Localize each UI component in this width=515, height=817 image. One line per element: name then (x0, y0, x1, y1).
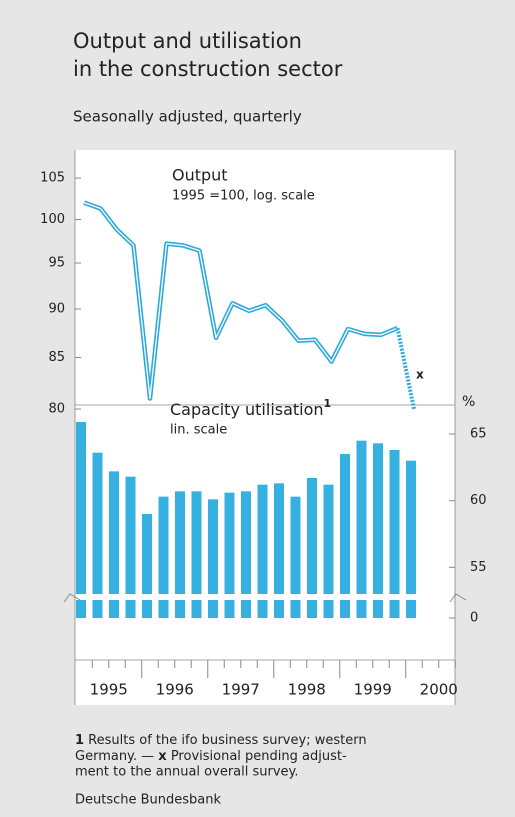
bar-base (125, 600, 136, 618)
bar (241, 491, 251, 594)
footnote: 1 Results of the ifo business survey; we… (75, 733, 367, 748)
y-tick-label: 100 (40, 212, 65, 227)
bar (125, 476, 136, 594)
y-tick-label: 65 (470, 427, 487, 442)
bar-base (241, 600, 251, 618)
bar-base (290, 600, 301, 618)
bar-base (191, 600, 202, 618)
annotation: Capacity utilisation1 (170, 397, 331, 419)
bar-base (274, 600, 284, 618)
y-tick-label: 90 (48, 301, 65, 316)
bar-base (76, 600, 86, 618)
y-tick-label: 60 (470, 493, 487, 508)
bar (224, 492, 235, 594)
axis-break (449, 593, 467, 603)
x-tick-label: 1997 (222, 681, 260, 699)
y-tick-label: 0 (470, 611, 478, 626)
y-tick-label: 55 (470, 560, 487, 575)
x-tick-label: 1999 (354, 681, 392, 699)
x-tick-label: 1995 (90, 681, 128, 699)
bar (323, 484, 334, 594)
bar-base (208, 600, 218, 618)
bar-base (356, 600, 367, 618)
bar-base (323, 600, 334, 618)
y-tick-label: 105 (40, 171, 65, 186)
bar-base (142, 600, 152, 618)
bar (92, 452, 103, 594)
subtitle: Seasonally adjusted, quarterly (73, 108, 302, 126)
bar (356, 440, 367, 594)
y-tick-label: 95 (48, 256, 65, 271)
bar-base (389, 600, 400, 618)
bar-base (257, 600, 268, 618)
bar-base (340, 600, 350, 618)
bar-base (175, 600, 185, 618)
title: Output and utilisation (73, 29, 302, 53)
bar (389, 450, 400, 594)
source: Deutsche Bundesbank (75, 793, 222, 808)
bar (373, 443, 383, 594)
bar (208, 499, 218, 594)
bar (257, 484, 268, 594)
footnote: Germany. — x Provisional pending adjust- (75, 749, 347, 764)
x-tick-label: 2000 (420, 681, 458, 699)
annotation: Output (172, 166, 228, 185)
annotation: lin. scale (170, 423, 227, 438)
annotation: x (416, 368, 424, 382)
axis-break (63, 593, 81, 603)
bar-base (373, 600, 383, 618)
bar (191, 491, 202, 594)
bar (307, 478, 317, 594)
plot-area (75, 150, 455, 705)
bar (109, 471, 119, 594)
bar (76, 422, 86, 594)
bar (142, 514, 152, 594)
bar (175, 491, 185, 594)
bar (406, 460, 416, 594)
annotation: 1995 =100, log. scale (172, 189, 315, 204)
bar-base (109, 600, 119, 618)
bar (158, 496, 169, 594)
bar-base (224, 600, 235, 618)
title: in the construction sector (73, 57, 343, 81)
x-tick-label: 1998 (288, 681, 326, 699)
bar (274, 483, 284, 594)
x-tick-label: 1996 (156, 681, 194, 699)
bar-base (406, 600, 416, 618)
y-tick-label: 85 (48, 350, 65, 365)
y-axis-label: % (462, 394, 475, 410)
footnote: ment to the annual overall survey. (75, 765, 299, 780)
bar-base (307, 600, 317, 618)
bar (340, 454, 350, 594)
bar-base (158, 600, 169, 618)
output-line-core (83, 202, 398, 400)
bar-base (92, 600, 103, 618)
y-tick-label: 80 (48, 402, 65, 417)
bar (290, 496, 301, 594)
